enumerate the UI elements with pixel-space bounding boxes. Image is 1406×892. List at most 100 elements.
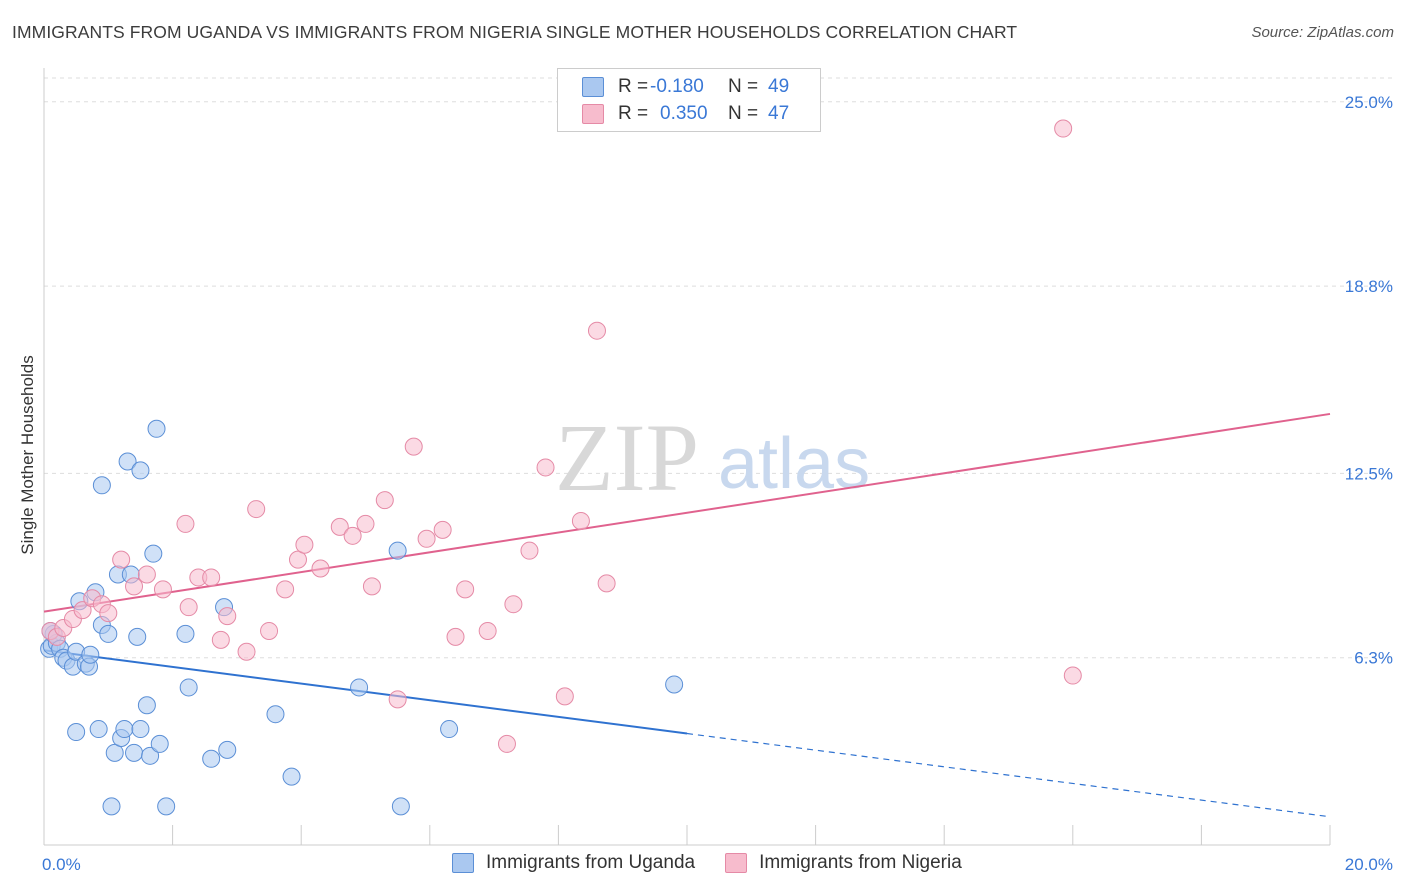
legend-row-uganda: R = -0.180 N = 49 [582, 74, 789, 100]
uganda-point [102, 797, 121, 816]
nigeria-point [295, 535, 314, 554]
nigeria-point [520, 541, 539, 560]
y-axis-label: Single Mother Households [18, 355, 37, 555]
nigeria-point [375, 491, 394, 510]
nigeria-point [237, 642, 256, 661]
nigeria-point [417, 529, 436, 548]
nigeria-point [137, 565, 156, 584]
nigeria-point [211, 630, 230, 649]
nigeria-r-value: 0.350 [660, 103, 708, 124]
nigeria-point [356, 514, 375, 533]
grid-lines [44, 77, 1392, 659]
data-points [40, 119, 1082, 816]
tick-labels: 6.3% 12.5% 18.8% 25.0% 0.0% 20.0% [42, 93, 1393, 874]
uganda-point [89, 720, 108, 739]
nigeria-point [176, 514, 195, 533]
nigeria-point [179, 598, 198, 617]
correlation-legend: R = -0.180 N = 49 R = 0.350 N = 47 [557, 68, 821, 132]
uganda-point [105, 743, 124, 762]
uganda-r-label: R = [618, 76, 649, 97]
legend-item-uganda: Immigrants from Uganda [452, 852, 695, 874]
uganda-point [131, 720, 150, 739]
uganda-point [141, 746, 160, 765]
nigeria-point [388, 690, 407, 709]
uganda-n-label: N = [728, 76, 759, 97]
uganda-point [92, 476, 111, 495]
axes [43, 68, 1331, 846]
uganda-point [128, 627, 147, 646]
nigeria-trendline [43, 412, 1331, 613]
y-tick-label: 25.0% [1345, 93, 1393, 112]
nigeria-point [99, 604, 118, 623]
uganda-point [115, 720, 134, 739]
uganda-point [131, 461, 150, 480]
y-tick-label: 12.5% [1345, 464, 1393, 483]
uganda-point [665, 675, 684, 694]
uganda-point [218, 740, 237, 759]
nigeria-point [276, 580, 295, 599]
uganda-point [266, 705, 285, 724]
uganda-point [179, 678, 198, 697]
nigeria-point [73, 601, 92, 620]
uganda-point [202, 749, 221, 768]
uganda-point [388, 541, 407, 560]
chart-title: IMMIGRANTS FROM UGANDA VS IMMIGRANTS FRO… [12, 22, 1018, 42]
series-legend: Immigrants from Uganda Immigrants from N… [452, 852, 992, 874]
uganda-point [147, 419, 166, 438]
nigeria-n-label: N = [728, 103, 759, 124]
uganda-r-value: -0.180 [650, 76, 704, 97]
uganda-point [157, 797, 176, 816]
nigeria-r-label: R = [618, 103, 649, 124]
uganda-point [440, 720, 459, 739]
nigeria-point [504, 595, 523, 614]
nigeria-swatch [582, 104, 604, 124]
nigeria-point [343, 526, 362, 545]
uganda-n-value: 49 [768, 76, 790, 97]
uganda-point [81, 645, 100, 664]
nigeria-point [260, 621, 279, 640]
x-tick-label: 0.0% [42, 855, 81, 874]
nigeria-point [478, 621, 497, 640]
nigeria-point [153, 580, 172, 599]
nigeria-point [597, 574, 616, 593]
nigeria-n-value: 47 [768, 103, 790, 124]
uganda-point [144, 544, 163, 563]
nigeria-point [330, 517, 349, 536]
nigeria-point [202, 568, 221, 587]
uganda-point [67, 723, 86, 742]
uganda-point [350, 678, 369, 697]
nigeria-legend-swatch [725, 853, 748, 873]
nigeria-point [446, 627, 465, 646]
nigeria-point [497, 734, 516, 753]
legend-row-nigeria: R = 0.350 N = 47 [582, 101, 789, 127]
uganda-point [99, 624, 118, 643]
nigeria-point [247, 500, 266, 519]
nigeria-point [555, 687, 574, 706]
uganda-legend-swatch [452, 853, 474, 873]
nigeria-point [218, 607, 237, 626]
nigeria-legend-label: Immigrants from Nigeria [759, 852, 962, 873]
nigeria-point [125, 577, 144, 596]
uganda-point [150, 734, 169, 753]
watermark-atlas: atlas [718, 424, 870, 504]
uganda-point [137, 696, 156, 715]
x-tick-label: 20.0% [1345, 855, 1393, 874]
nigeria-point [1054, 119, 1073, 138]
nigeria-point [1063, 666, 1082, 685]
nigeria-point [571, 511, 590, 530]
nigeria-point [362, 577, 381, 596]
nigeria-point [112, 550, 131, 569]
nigeria-point [456, 580, 475, 599]
nigeria-point [587, 321, 606, 340]
nigeria-point [311, 559, 330, 578]
uganda-point [391, 797, 410, 816]
uganda-swatch [582, 77, 604, 97]
y-tick-label: 18.8% [1345, 277, 1393, 296]
uganda-point [282, 767, 301, 786]
nigeria-point [536, 458, 555, 477]
uganda-point [118, 452, 137, 471]
y-tick-label: 6.3% [1354, 649, 1393, 668]
nigeria-point [288, 550, 307, 569]
uganda-point [125, 743, 144, 762]
